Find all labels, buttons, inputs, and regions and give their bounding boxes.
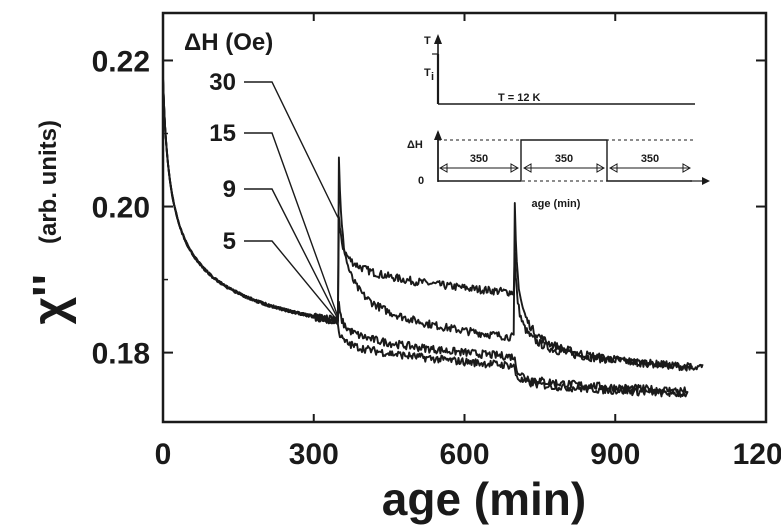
- inset-temp-level-sub: i: [431, 71, 434, 83]
- inset-arrowhead: [596, 163, 606, 173]
- inset-segment-label-3: 350: [641, 153, 659, 165]
- inset-field-step: [438, 139, 692, 182]
- series-layer: [162, 77, 704, 398]
- legend-leader-9: [244, 188, 339, 320]
- legend-label-30: 30: [209, 69, 236, 96]
- inset-arrowhead: [682, 163, 692, 173]
- y-axis: 0.18 0.20 0.22: [92, 45, 766, 371]
- legend-label-9: 9: [223, 176, 236, 203]
- inset-field-axis-label: ΔH: [407, 139, 423, 151]
- y-tick-label: 0.20: [92, 192, 150, 225]
- y-axis-title: χ'' (arb. units): [24, 120, 77, 324]
- legend-leader-30: [244, 81, 339, 218]
- legend-title: ΔH (Oe): [184, 29, 273, 56]
- x-tick-label: 600: [439, 438, 489, 471]
- inset-temp-axis-arrow: [434, 34, 442, 44]
- inset-segment-label-1: 350: [470, 153, 488, 165]
- legend-leader-15: [244, 132, 339, 317]
- inset-arrowhead: [608, 163, 618, 173]
- plot-frame: [161, 11, 768, 424]
- y-axis-units: (arb. units): [35, 120, 62, 244]
- legend-label-5: 5: [223, 228, 236, 255]
- inset-temp-annotation: T = 12 K: [498, 92, 541, 104]
- x-tick-label: 300: [289, 438, 339, 471]
- legend-leader-5: [244, 240, 339, 322]
- y-tick-label: 0.22: [92, 45, 150, 78]
- y-axis-symbol: χ'': [24, 274, 77, 324]
- x-tick-label: 0: [155, 438, 172, 471]
- inset-field-zero-label: 0: [418, 175, 424, 187]
- inset-field-axis-arrow: [434, 130, 442, 140]
- legend-label-15: 15: [209, 120, 236, 147]
- inset-temp-axis-label: T: [424, 35, 431, 47]
- inset-temp-level-label: T: [424, 67, 431, 79]
- y-tick-label: 0.18: [92, 338, 150, 371]
- series-line-5: [162, 77, 689, 398]
- inset-diagram: T T i T = 12 K ΔH 0 350 350 350 age (min…: [407, 34, 710, 210]
- inset-arrowhead: [510, 163, 520, 173]
- series-line-15: [162, 78, 694, 372]
- inset-age-axis-arrow: [702, 177, 710, 185]
- inset-x-label: age (min): [532, 198, 581, 210]
- inset-arrowhead: [438, 163, 448, 173]
- x-tick-label: 900: [590, 438, 640, 471]
- series-line-30: [162, 80, 704, 371]
- inset-arrowhead: [522, 163, 532, 173]
- x-axis-title: age (min): [382, 473, 586, 525]
- inset-segment-label-2: 350: [555, 153, 573, 165]
- legend: ΔH (Oe) 30 15 9 5: [184, 29, 339, 322]
- series-line-9: [162, 78, 689, 395]
